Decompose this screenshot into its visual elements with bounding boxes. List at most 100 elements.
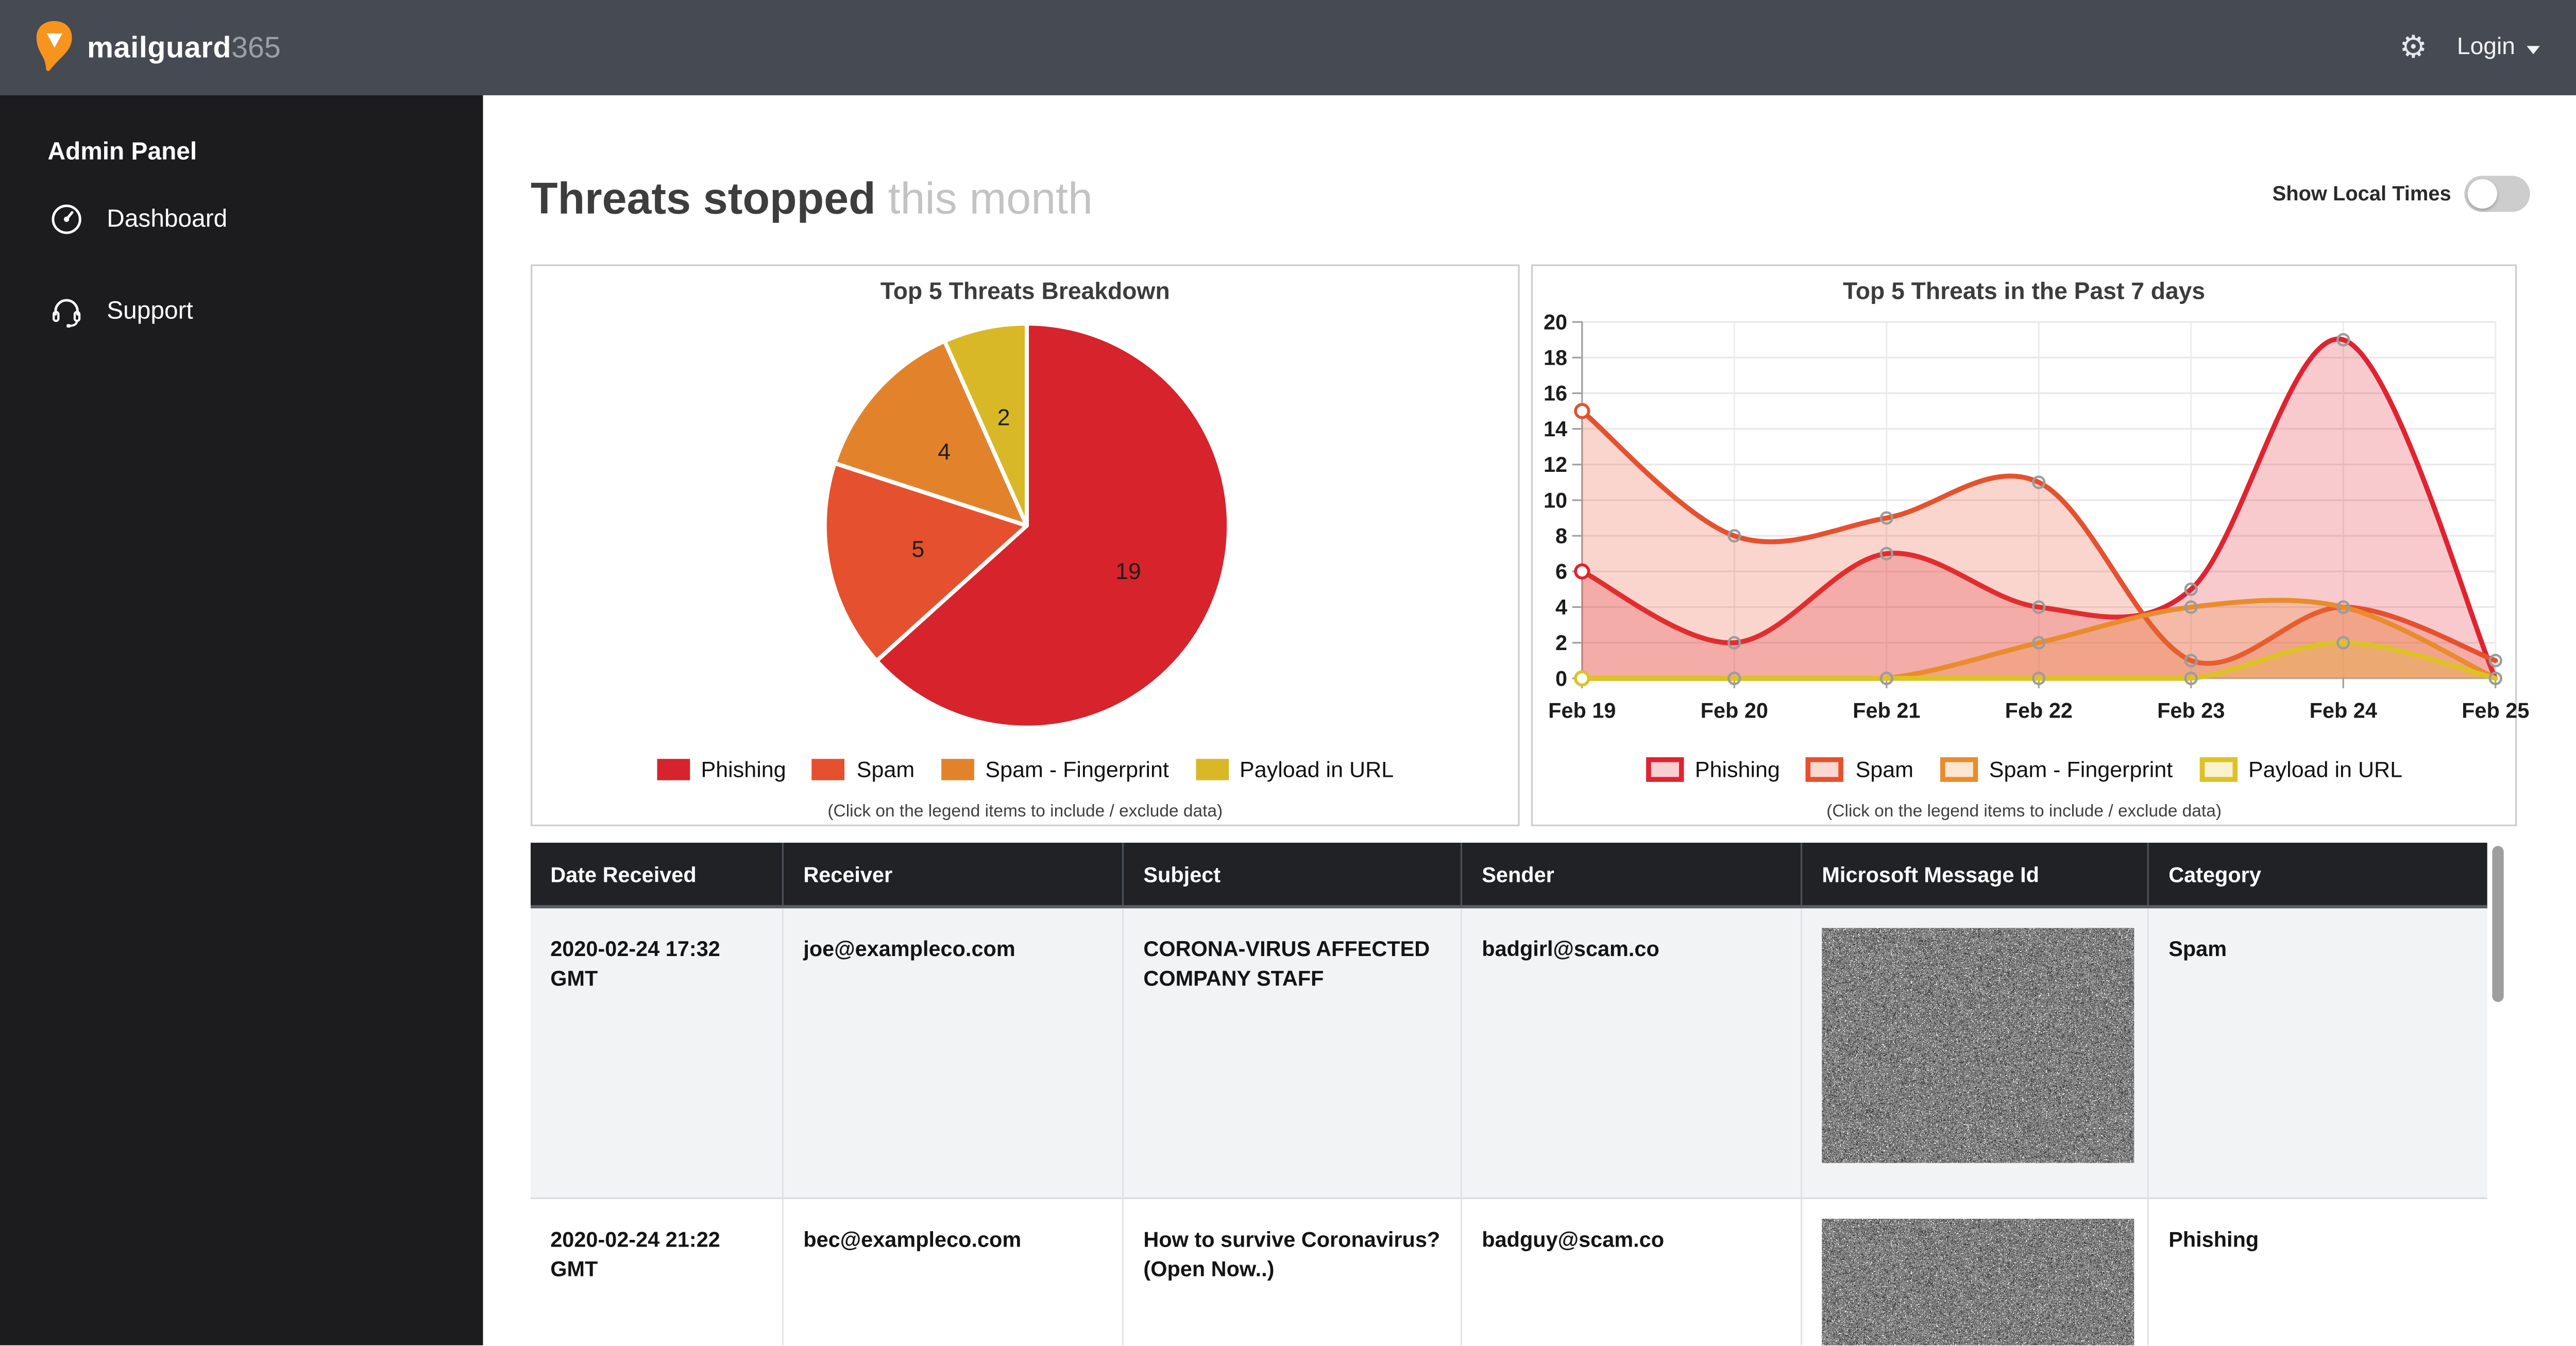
data-point-marker (1879, 671, 1893, 686)
data-point-marker (1574, 670, 1590, 687)
legend-item-payload-in-url[interactable]: Payload in URL (1195, 757, 1394, 782)
table-row[interactable]: 2020-02-24 17:32 GMT joe@exampleco.com COR… (530, 908, 2487, 1199)
logo-suffix: 365 (231, 30, 281, 63)
data-point-marker (1727, 671, 1741, 686)
pie-value-label: 4 (938, 439, 951, 465)
table-scrollbar-thumb[interactable] (2492, 846, 2504, 1002)
legend-item-spam-fingerprint[interactable]: Spam - Fingerprint (941, 757, 1169, 782)
x-axis-label: Feb 25 (2462, 698, 2529, 722)
cell-date: 2020-02-24 21:22 GMT (531, 1199, 784, 1345)
x-axis-label: Feb 20 (1701, 698, 1768, 722)
pie-chart: 19 5 4 2 (822, 321, 1231, 730)
line-chart-card: Top 5 Threats in the Past 7 days 0 2 4 6 8 10… (1531, 264, 2529, 826)
mailguard-logo[interactable]: mailguard 365 (33, 20, 281, 75)
pie-slice-spam-fingerprint (832, 339, 1029, 528)
column-header-subject: Subject (1124, 842, 1463, 906)
legend-label: Phishing (1694, 757, 1780, 782)
page-title-suffix: this month (888, 174, 1093, 224)
cell-message-id-image (1802, 1199, 2149, 1345)
data-point-marker (2336, 600, 2350, 614)
legend-swatch (1806, 757, 1844, 782)
legend-item-phishing[interactable]: Phishing (1646, 757, 1780, 782)
legend-label: Spam (1855, 757, 1914, 782)
legend-item-spam[interactable]: Spam (1806, 757, 1913, 782)
data-point-marker (1574, 403, 1590, 419)
table-header-row: Date Received Receiver Subject Sender Micros… (530, 842, 2487, 909)
x-axis-label: Feb 22 (2005, 698, 2073, 722)
area-fill-spam (1582, 411, 2496, 678)
show-local-times-toggle[interactable] (2464, 176, 2530, 212)
toggle-knob (2467, 179, 2497, 209)
sidebar-item-label: Support (107, 296, 193, 325)
series-line-payload-in-url (1580, 640, 2498, 681)
y-axis-label: 12 (1544, 452, 1567, 476)
cell-sender: badgirl@scam.co (1462, 908, 1803, 1198)
page-title-main: Threats stopped (530, 174, 876, 224)
legend-item-spam[interactable]: Spam (812, 757, 915, 782)
y-axis-label: 0 (1555, 666, 1567, 690)
legend-swatch (2199, 757, 2237, 782)
data-point-marker (1727, 636, 1741, 650)
cell-category: Spam (2168, 936, 2227, 961)
legend-label: Phishing (701, 757, 786, 782)
sidebar-item-support[interactable]: Support (0, 271, 483, 350)
legend-item-payload-in-url[interactable]: Payload in URL (2199, 757, 2402, 782)
legend-label: Spam - Fingerprint (985, 757, 1169, 782)
data-point-marker (2488, 671, 2502, 686)
data-point-marker (2032, 600, 2046, 614)
line-chart-legend: Phishing Spam Spam - Fingerprint Payload in… (1533, 757, 2515, 782)
column-header-receiver: Receiver (784, 842, 1124, 906)
legend-item-spam-fingerprint[interactable]: Spam - Fingerprint (1940, 757, 2173, 782)
legend-label: Spam (856, 757, 915, 782)
line-chart-title: Top 5 Threats in the Past 7 days (1842, 279, 2206, 306)
y-axis-label: 16 (1544, 381, 1567, 405)
logo-text: mailguard (87, 30, 232, 63)
pie-chart-title: Top 5 Threats Breakdown (880, 279, 1170, 306)
noise-static-image (1822, 928, 2134, 1163)
column-header-microsoft-message-id: Microsoft Message Id (1802, 842, 2149, 906)
headset-icon (53, 298, 81, 327)
legend-label: Spam - Fingerprint (1989, 757, 2173, 782)
line-chart: 0 2 4 6 8 10 12 14 16 18 20 Feb 19 Feb 20 Feb 21 Feb 2… (1544, 310, 2529, 722)
legend-swatch (1646, 757, 1684, 782)
y-axis-label: 10 (1544, 488, 1567, 512)
login-label: Login (2456, 34, 2516, 61)
cell-receiver: joe@exampleco.com (784, 908, 1124, 1198)
x-axis-label: Feb 24 (2310, 698, 2377, 722)
data-point-marker (1879, 511, 1893, 525)
threats-table: Date Received Receiver Subject Sender Micros… (530, 842, 2487, 1345)
noise-static-image (1822, 1219, 2134, 1345)
column-header-date-received: Date Received (531, 842, 784, 906)
cell-receiver: bec@exampleco.com (784, 1199, 1124, 1345)
topbar: mailguard 365 ⚙ Login (0, 0, 2576, 95)
cell-category: Phishing (2168, 1227, 2259, 1252)
gauge-icon (52, 203, 81, 233)
table-row[interactable]: 2020-02-24 21:22 GMT bec@exampleco.com How… (530, 1199, 2487, 1345)
legend-swatch (1195, 759, 1228, 780)
legend-item-phishing[interactable]: Phishing (656, 757, 786, 782)
pie-chart-caption: (Click on the legend items to include / … (827, 802, 1223, 822)
sidebar-item-label: Dashboard (107, 205, 228, 233)
sidebar: Admin Panel Dashboard Support (0, 95, 483, 1345)
login-menu[interactable]: Login (2457, 35, 2540, 61)
line-chart-caption: (Click on the legend items to include / … (1826, 802, 2222, 822)
column-header-category: Category (2168, 861, 2261, 887)
legend-label: Payload in URL (1240, 757, 1394, 782)
area-fill-phishing (1582, 339, 2496, 678)
y-axis-label: 18 (1544, 346, 1567, 370)
data-point-marker (2184, 600, 2198, 614)
y-axis-label: 4 (1555, 595, 1567, 619)
pie-value-label: 19 (1115, 559, 1141, 584)
settings-gear-icon[interactable]: ⚙ (2399, 30, 2428, 65)
mailguard-pin-icon (36, 21, 72, 71)
legend-swatch (656, 759, 690, 780)
show-local-times-label: Show Local Times (2272, 182, 2451, 206)
area-fill-payload-in-url (1582, 642, 2496, 678)
cell-date: 2020-02-24 17:32 GMT (531, 908, 784, 1198)
sidebar-item-dashboard[interactable]: Dashboard (0, 179, 483, 258)
data-point-marker (2184, 654, 2198, 668)
data-point-marker (2488, 654, 2502, 668)
pie-value-label: 2 (997, 405, 1010, 430)
pie-chart-card: Top 5 Threats Breakdown 19 5 4 2 Phishing Sp… (530, 264, 1520, 826)
